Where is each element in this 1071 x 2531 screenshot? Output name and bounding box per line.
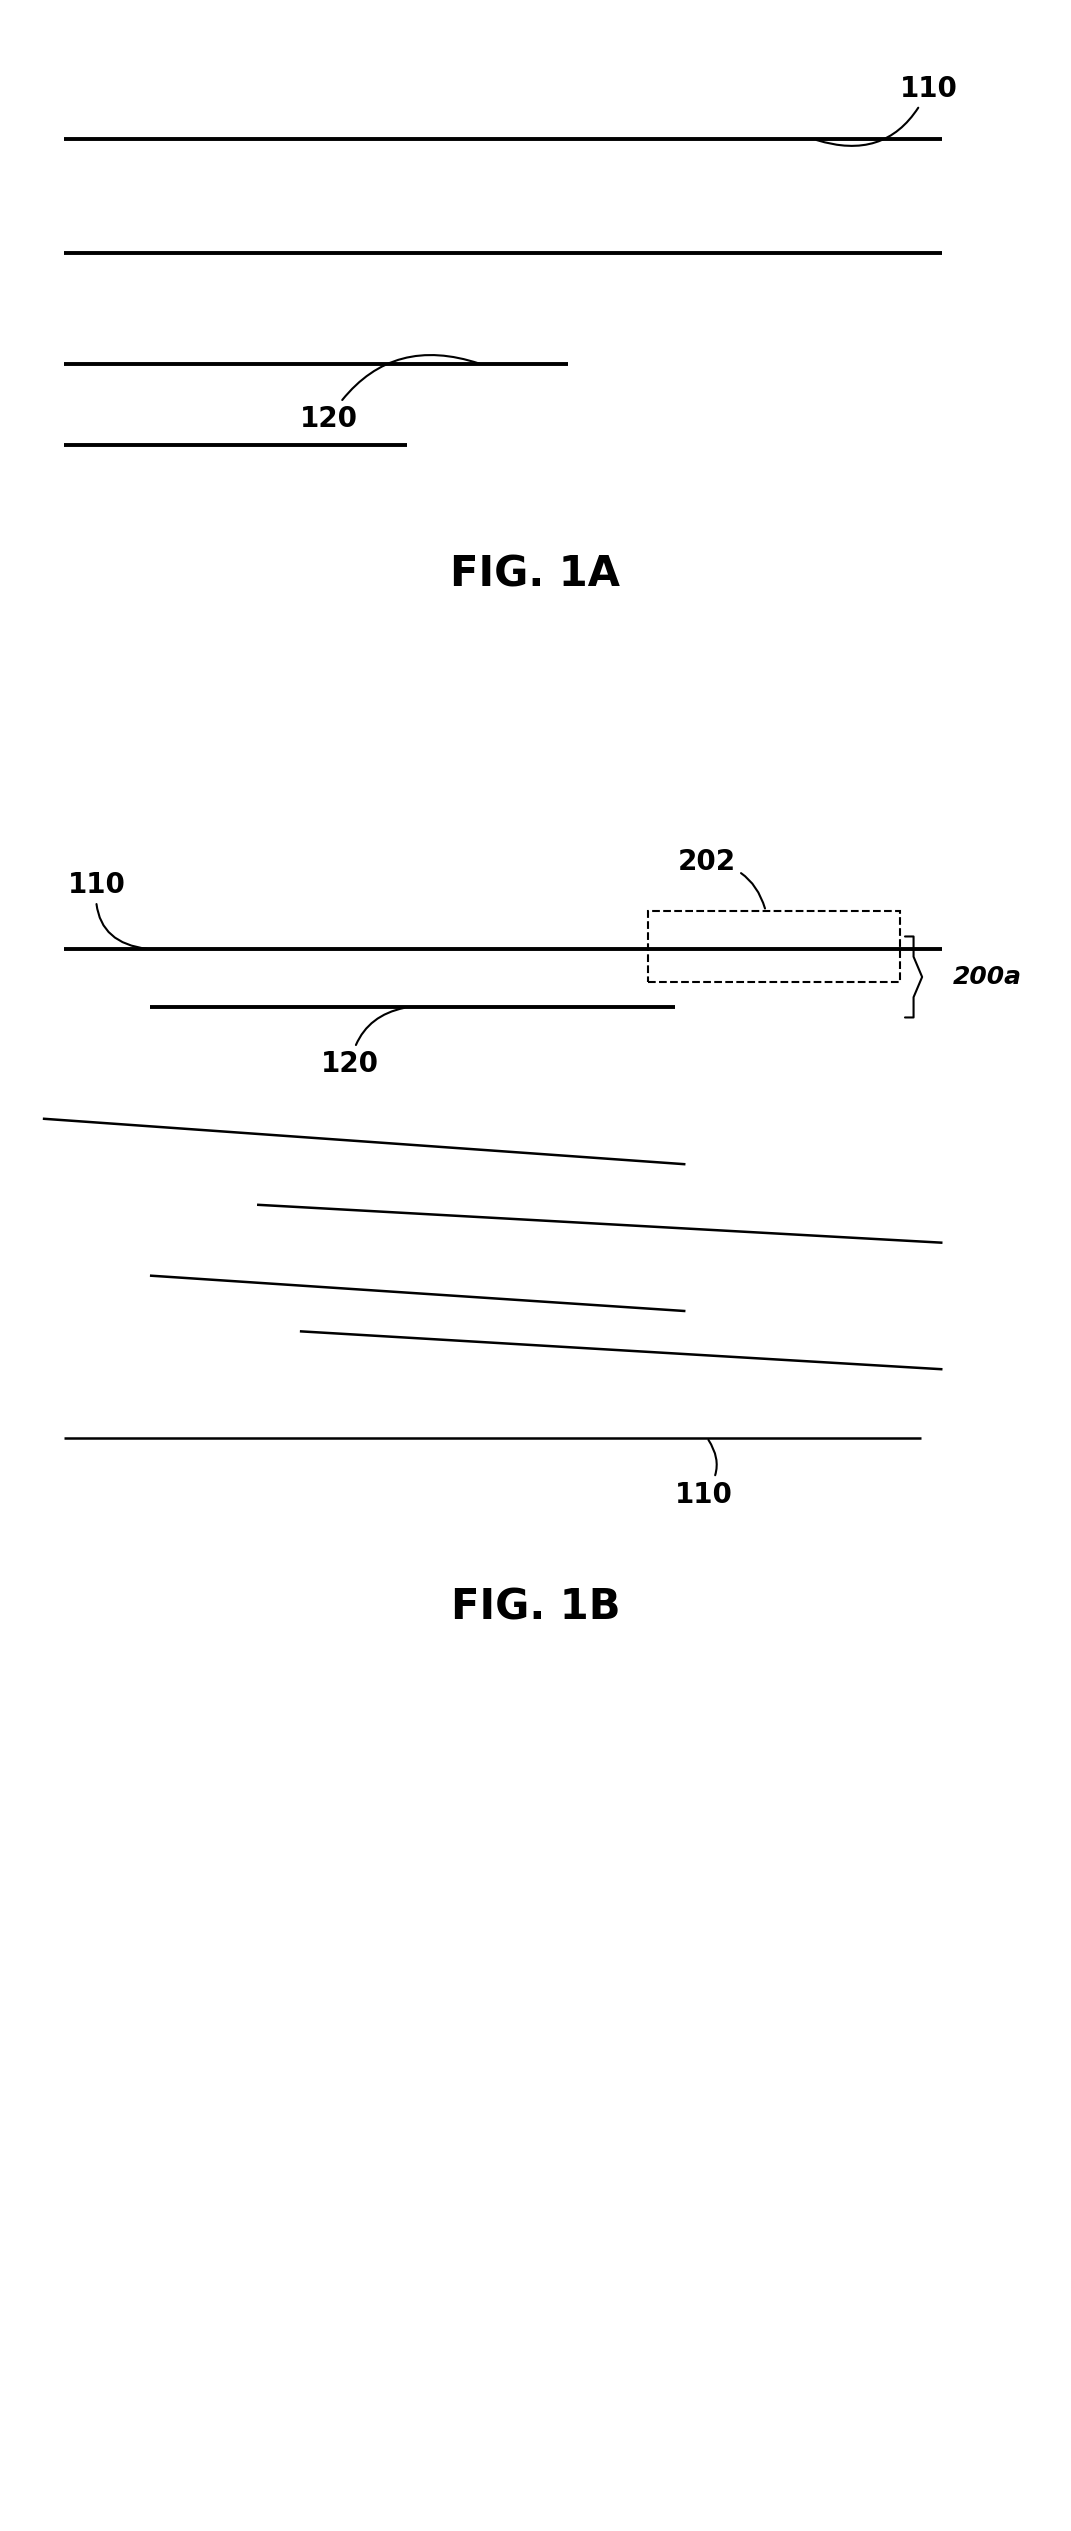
Text: FIG. 1B: FIG. 1B [451,1587,620,1627]
Bar [648,911,900,982]
Text: 110: 110 [675,1440,733,1508]
Text: 110: 110 [816,73,957,147]
Text: 200a: 200a [953,964,1022,990]
Text: 120: 120 [300,354,480,433]
Text: 110: 110 [67,871,147,949]
Text: 120: 120 [321,1007,404,1078]
Text: FIG. 1A: FIG. 1A [451,554,620,595]
Text: 202: 202 [678,848,765,909]
